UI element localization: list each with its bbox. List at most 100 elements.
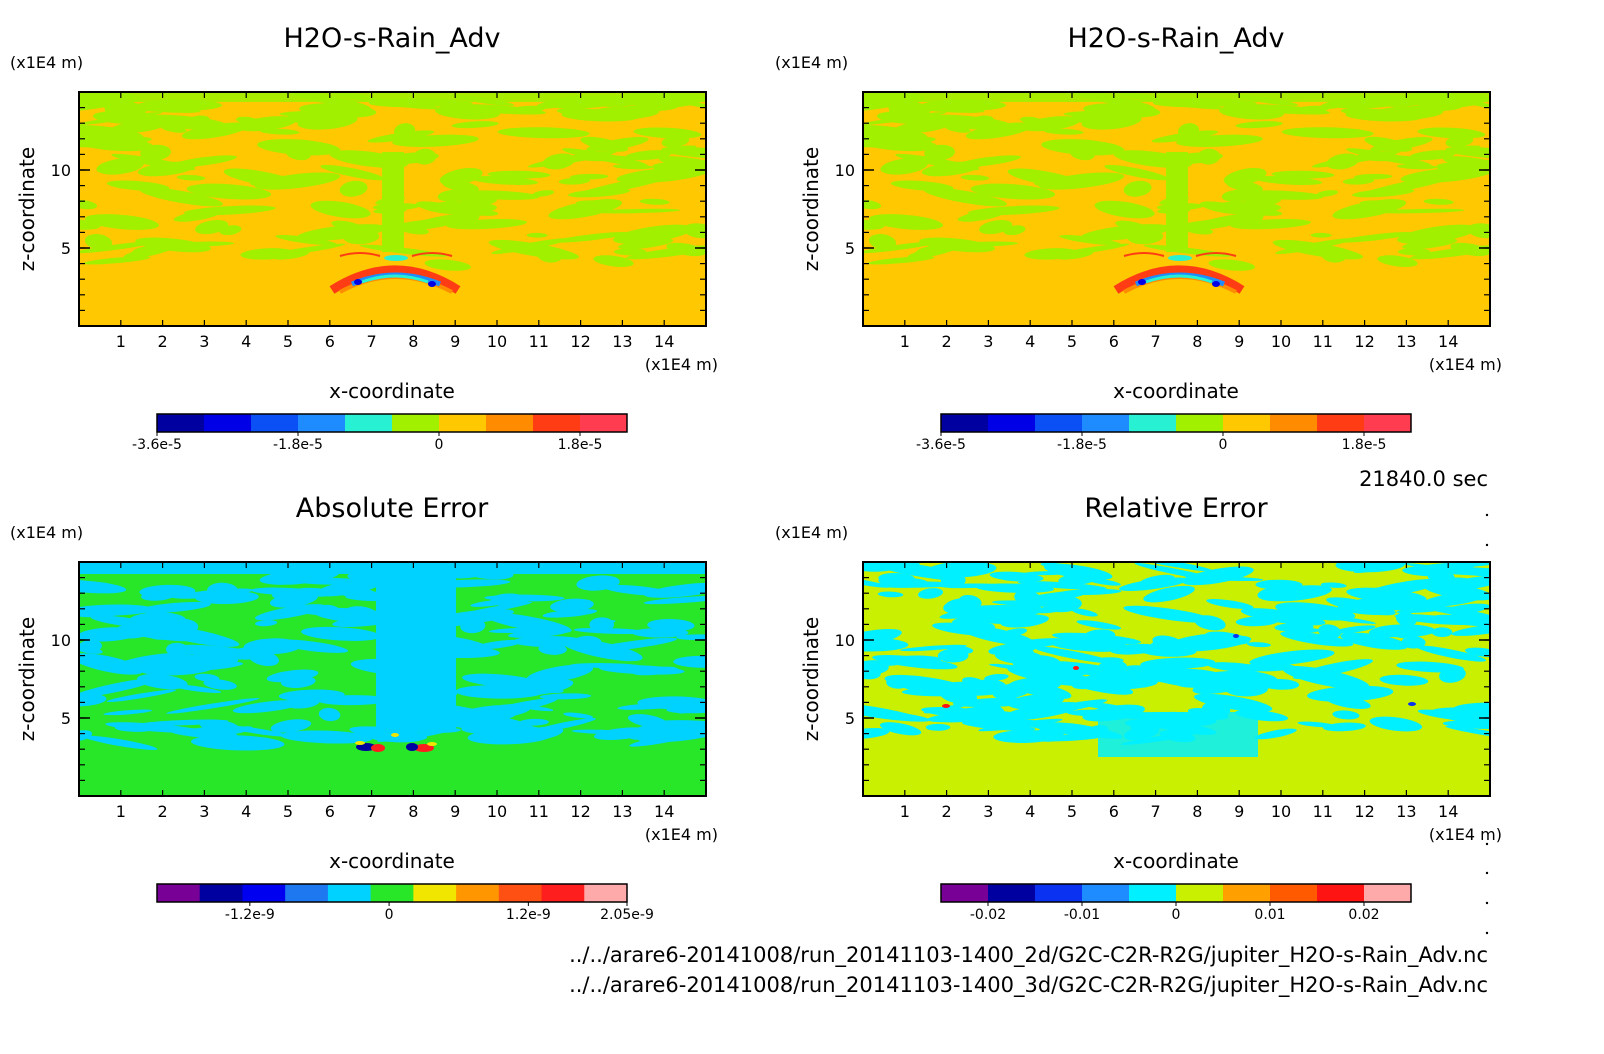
x-tick-label: 13 [1396,802,1416,821]
panel-3-error-dipoles [355,733,437,752]
colorbar-swatch [533,414,581,432]
panel-4-error-spots [942,634,1416,708]
colorbar-swatch [298,414,346,432]
x-tick-label: 12 [570,332,590,351]
colorbar-frame [156,883,628,903]
x-tick-label: 9 [1234,802,1244,821]
x-tick-label: 11 [529,802,549,821]
colorbar-tick-label: 2.05e-9 [600,907,654,923]
x-tick-label: 2 [158,332,168,351]
colorbar-swatch [251,414,299,432]
x-tick-label: 14 [654,802,674,821]
x-tick-label: 6 [1109,332,1119,351]
panel-2-title: H2O-s-Rain_Adv [1068,23,1285,54]
panel-2-field [863,92,1490,326]
x-tick-label: 1 [116,802,126,821]
colorbar-swatch [370,884,414,902]
panel-2-y-unit: (x1E4 m) [775,53,848,72]
file-path-2d: ../../arare6-20141008/run_20141103-1400_… [569,943,1488,968]
colorbar-tick-label: 0 [1219,437,1228,453]
colorbar-swatch [157,884,201,902]
panel-2: H2O-s-Rain_Adv (x1E4 m) 1 2 3 4 5 6 7 8 9 10 11 12 1… [775,23,1502,453]
x-tick-label: 3 [199,802,209,821]
colorbar-swatch [941,884,989,902]
panel-2-rain-arc [1113,252,1245,294]
colorbar-swatch [413,884,457,902]
colorbar-tick-label: 1.8e-5 [1342,437,1387,453]
colorbar-swatch [988,884,1036,902]
colorbar-swatch [1317,884,1365,902]
colorbar-frame [156,413,628,433]
panel-4-title: Relative Error [1084,493,1268,524]
panel-3-frame [78,561,707,797]
y-tick-label: 10 [835,631,855,650]
colorbar-tick-label: 1.2e-9 [506,907,551,923]
colorbar-swatch [327,884,372,902]
colorbar-swatch [1176,884,1224,902]
colorbar-swatch [584,884,628,902]
x-tick-label: 14 [1438,332,1458,351]
panel-4-y-unit: (x1E4 m) [775,523,848,542]
x-tick-label: 4 [241,332,251,351]
x-tick-label: 3 [983,802,993,821]
file-path-3d: ../../arare6-20141008/run_20141103-1400_… [569,973,1488,998]
colorbar-swatch [486,414,534,432]
x-tick-label: 7 [367,332,377,351]
x-tick-label: 8 [1192,332,1202,351]
panel-3-x-unit: (x1E4 m) [645,825,718,844]
panel-1: H2O-s-Rain_Adv (x1E4 m) 1 2 3 4 5 6 7 8 9 10 11 12 1… [10,23,718,453]
x-tick-label: 7 [367,802,377,821]
colorbar-swatch [1317,414,1365,432]
x-tick-label: 6 [1109,802,1119,821]
y-tick-label: 5 [845,709,855,728]
panel-4-field [863,562,1490,796]
x-tick-label: 9 [450,332,460,351]
colorbar-swatch [285,884,329,902]
panel-4-field-patches [863,562,1490,757]
colorbar-swatch [1364,884,1412,902]
x-tick-label: 2 [158,802,168,821]
colorbar-swatch [1082,884,1130,902]
colorbar-tick-label: -0.01 [1064,907,1100,923]
x-tick-label: 13 [1396,332,1416,351]
panel-4-x-label: x-coordinate [1113,849,1239,873]
x-tick-label: 7 [1151,802,1161,821]
colorbar-swatch [1035,884,1083,902]
x-tick-label: 1 [900,802,910,821]
panel-1-colorbar: -3.6e-5 -1.8e-5 0 1.8e-5 [132,413,628,453]
colorbar-swatch [941,414,989,432]
panel-2-x-label: x-coordinate [1113,379,1239,403]
panel-1-rain-arc [329,252,461,294]
panel-2-field-patches [863,92,1490,271]
panel-3-title: Absolute Error [296,493,489,524]
panel-3-y-unit: (x1E4 m) [10,523,83,542]
colorbar-tick-label: 0 [435,437,444,453]
panel-4: Relative Error (x1E4 m) 1 2 3 4 5 6 7 8 9 10 11 12 1… [775,493,1502,923]
x-tick-label: 4 [241,802,251,821]
x-tick-label: 11 [1313,332,1333,351]
x-tick-label: 8 [408,802,418,821]
colorbar-tick-label: -1.8e-5 [273,437,323,453]
panel-1-field-patches [79,92,706,271]
colorbar-swatch [541,884,585,902]
y-tick-label: 5 [61,709,71,728]
x-tick-label: 3 [983,332,993,351]
panel-2-y-label: z-coordinate [799,147,823,271]
x-tick-label: 1 [116,332,126,351]
panel-2-x-unit: (x1E4 m) [1429,355,1502,374]
colorbar-tick-label: -3.6e-5 [916,437,966,453]
panel-3: Absolute Error (x1E4 m) 1 2 3 4 5 6 7 8 9 10 11 12 1… [10,493,718,923]
x-tick-label: 5 [283,332,293,351]
x-tick-label: 13 [612,802,632,821]
panel-1-x-unit: (x1E4 m) [645,355,718,374]
panel-4-y-label: z-coordinate [799,617,823,741]
x-tick-label: 11 [1313,802,1333,821]
x-tick-label: 9 [1234,332,1244,351]
x-tick-label: 10 [487,802,507,821]
x-tick-label: 2 [942,332,952,351]
colorbar-tick-label: 1.8e-5 [558,437,603,453]
x-tick-label: 14 [654,332,674,351]
panel-3-field [79,562,706,796]
